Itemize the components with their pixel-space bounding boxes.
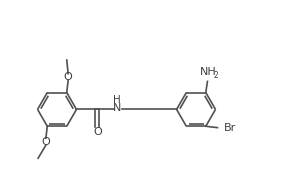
Text: O: O [64, 72, 72, 82]
Text: H: H [113, 95, 121, 105]
Text: O: O [41, 137, 50, 146]
Text: N: N [113, 103, 121, 113]
Text: 2: 2 [214, 71, 219, 80]
Text: NH: NH [200, 67, 216, 77]
Text: Br: Br [224, 123, 236, 133]
Text: O: O [93, 127, 102, 137]
